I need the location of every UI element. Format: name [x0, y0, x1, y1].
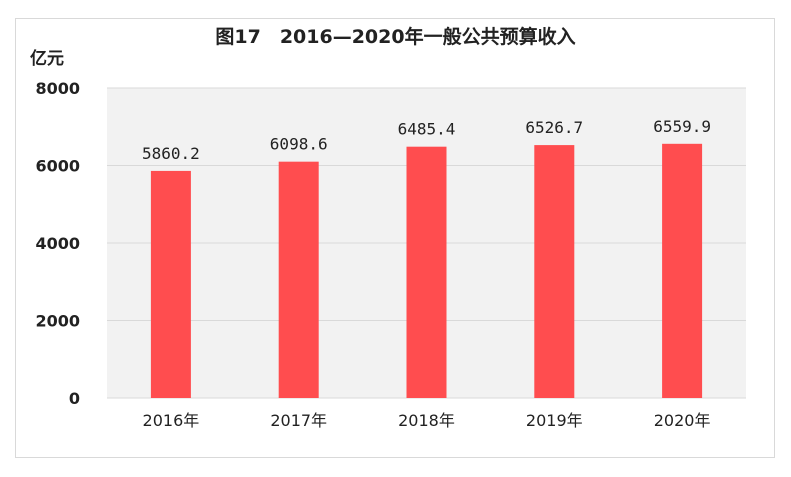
bars	[150, 143, 703, 398]
bar	[534, 145, 575, 398]
bar	[406, 146, 447, 398]
bar	[662, 143, 703, 398]
y-tick-label: 8000	[35, 79, 80, 98]
bar	[150, 170, 191, 398]
x-tick-label: 2019年	[526, 411, 583, 430]
y-tick-label: 2000	[35, 312, 80, 331]
y-tick-label: 6000	[35, 157, 80, 176]
y-tick-label: 0	[69, 389, 80, 408]
bar	[278, 161, 319, 398]
y-axis-ticks: 0 2000 4000 6000 8000	[35, 79, 80, 408]
x-tick-label: 2018年	[398, 411, 455, 430]
x-tick-label: 2017年	[270, 411, 327, 430]
x-axis-labels: 2016年 2017年 2018年 2019年 2020年	[143, 411, 711, 430]
y-tick-label: 4000	[35, 234, 80, 253]
data-label: 6485.4	[398, 120, 456, 139]
x-tick-label: 2020年	[654, 411, 711, 430]
data-label: 6559.9	[653, 117, 711, 136]
data-label: 5860.2	[142, 144, 200, 163]
x-tick-label: 2016年	[143, 411, 200, 430]
data-labels: 5860.2 6098.6 6485.4 6526.7 6559.9	[142, 117, 711, 163]
y-unit-label: 亿元	[30, 49, 64, 69]
data-label: 6098.6	[270, 135, 328, 154]
chart-title: 图17 2016—2020年一般公共预算收入	[215, 26, 576, 48]
data-label: 6526.7	[525, 118, 583, 137]
